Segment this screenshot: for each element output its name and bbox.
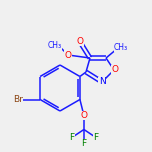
Text: Br: Br	[13, 95, 23, 104]
Text: N: N	[99, 78, 105, 86]
Text: F: F	[69, 133, 74, 142]
Text: CH₃: CH₃	[114, 43, 128, 52]
Text: O: O	[76, 36, 83, 45]
Text: O: O	[64, 50, 71, 59]
Text: O: O	[112, 66, 119, 74]
Text: O: O	[80, 111, 87, 120]
Text: CH₃: CH₃	[48, 40, 62, 50]
Text: F: F	[81, 139, 86, 148]
Text: F: F	[93, 133, 98, 142]
